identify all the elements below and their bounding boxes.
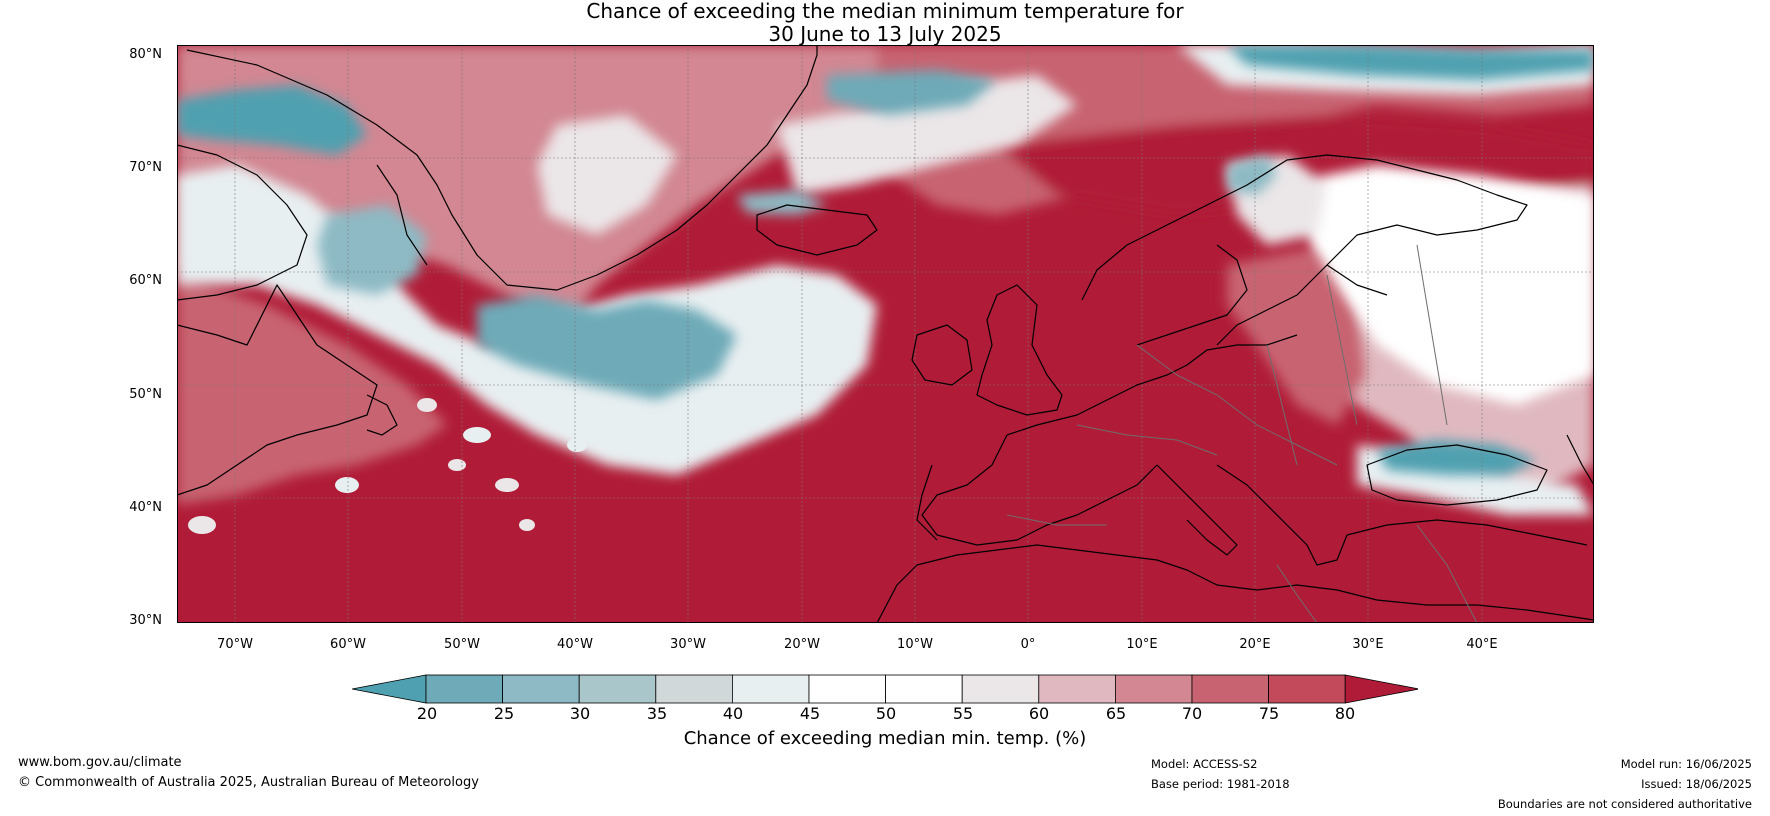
title-line-2: 30 June to 13 July 2025 [768, 22, 1002, 46]
colorbar-label: Chance of exceeding median min. temp. (%… [683, 728, 1087, 749]
colorbar-tick-65: 65 [1105, 704, 1127, 723]
colorbar-cell [808, 674, 886, 704]
colorbar-cell [502, 674, 580, 704]
copyright-text: © Commonwealth of Australia 2025, Austra… [18, 775, 479, 790]
lat-label-50n: 50°N [129, 387, 162, 402]
colorbar-tick-25: 25 [493, 704, 515, 723]
baffin-coast [177, 144, 308, 301]
colorbar-tick-80: 80 [1334, 704, 1356, 723]
colorbar-cell [578, 674, 657, 704]
colorbar-cell [425, 674, 503, 704]
model-text: Model: ACCESS-S2 [1151, 757, 1258, 771]
lon-label-70w: 70°W [217, 637, 253, 652]
lon-label-20w: 20°W [784, 637, 820, 652]
lon-label-60w: 60°W [330, 637, 366, 652]
colorbar-cell [885, 674, 963, 704]
iberia-coast [916, 464, 938, 541]
lon-label-30e: 30°E [1352, 637, 1384, 652]
country-borders [1006, 244, 1478, 623]
north-africa-coast [876, 544, 1594, 623]
lat-label-80n: 80°N [129, 47, 162, 62]
colorbar [352, 674, 1418, 704]
colorbar-extend-low [352, 674, 427, 704]
colorbar-tick-55: 55 [952, 704, 974, 723]
colorbar-tick-60: 60 [1028, 704, 1050, 723]
colorbar-tick-35: 35 [646, 704, 668, 723]
colorbar-cell [961, 674, 1040, 704]
colorbar-tick-40: 40 [722, 704, 744, 723]
lon-label-40w: 40°W [557, 637, 593, 652]
black-sea-coast [1366, 444, 1548, 506]
ireland-coast [911, 324, 973, 386]
lon-label-20e: 20°E [1239, 637, 1271, 652]
colorbar-cell [655, 674, 733, 704]
colorbar-cell [731, 674, 810, 704]
lat-label-30n: 30°N [129, 613, 162, 628]
colorbar-tick-50: 50 [875, 704, 897, 723]
lon-label-40e: 40°E [1466, 637, 1498, 652]
website-text: www.bom.gov.au/climate [18, 755, 182, 770]
greenland-coast [186, 45, 818, 291]
colorbar-cell [1115, 674, 1193, 704]
colorbar-tick-45: 45 [799, 704, 821, 723]
iceland-coast [756, 204, 878, 256]
scattered-patches [188, 398, 587, 534]
lon-label-10e: 10°E [1126, 637, 1158, 652]
lat-label-60n: 60°N [129, 273, 162, 288]
colorbar-tick-20: 20 [416, 704, 438, 723]
model-run-text: Model run: 16/06/2025 [1620, 757, 1752, 771]
colorbar-cell [1038, 674, 1116, 704]
colorbar-tick-30: 30 [569, 704, 591, 723]
probability-map [177, 45, 1594, 623]
colorbar-cell [1191, 674, 1269, 704]
lon-label-30w: 30°W [670, 637, 706, 652]
europe-coast [1006, 334, 1298, 436]
italy-coast [1156, 464, 1238, 556]
colorbar-tick-70: 70 [1181, 704, 1203, 723]
colorbar-extend-high [1344, 674, 1418, 704]
scandinavia-coast [1081, 154, 1528, 346]
issued-text: Issued: 18/06/2025 [1641, 777, 1752, 791]
lon-label-50w: 50°W [444, 637, 480, 652]
base-period-text: Base period: 1981-2018 [1151, 777, 1290, 791]
lon-label-10w: 10°W [897, 637, 933, 652]
lat-label-70n: 70°N [129, 160, 162, 175]
colorbar-cell [1268, 674, 1346, 704]
moderate-probability-zones [177, 45, 1594, 505]
lon-label-0: 0° [1020, 637, 1036, 652]
lat-label-40n: 40°N [129, 500, 162, 515]
title-line-1: Chance of exceeding the median minimum t… [586, 0, 1184, 23]
coastlines [177, 45, 1594, 623]
disclaimer-text: Boundaries are not considered authoritat… [1497, 797, 1752, 811]
great-britain-coast [976, 284, 1063, 416]
colorbar-tick-75: 75 [1258, 704, 1280, 723]
map-title: Chance of exceeding the median minimum t… [0, 0, 1770, 46]
